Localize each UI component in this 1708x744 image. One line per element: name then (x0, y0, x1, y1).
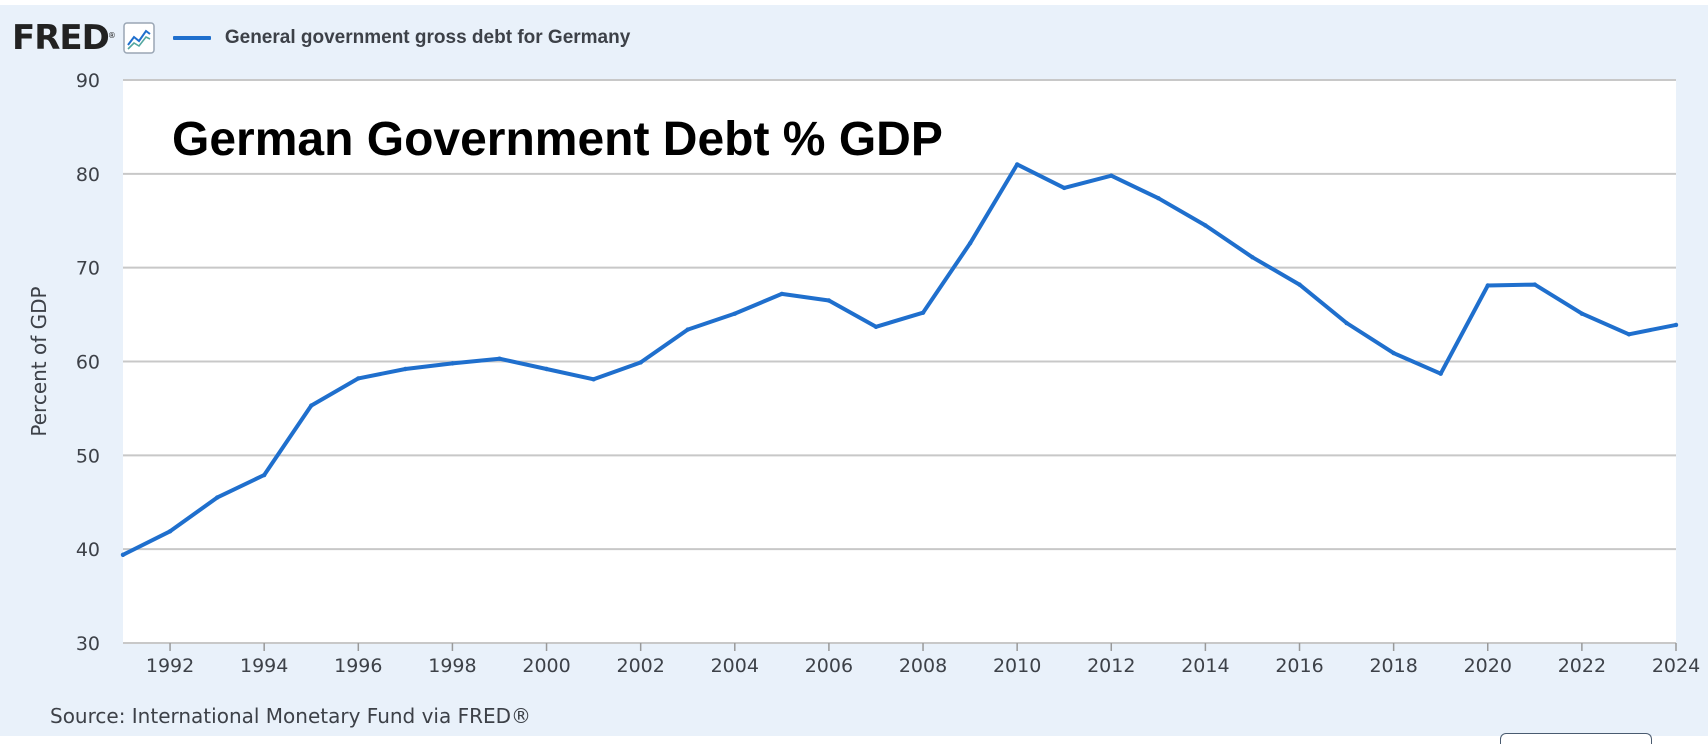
data-point-2016[interactable] (1297, 282, 1302, 287)
x-tick-1998: 1998 (428, 655, 476, 677)
data-point-1996[interactable] (356, 376, 361, 381)
data-point-2018[interactable] (1391, 350, 1396, 356)
fred-logo-text: FRED (12, 18, 110, 58)
data-point-1993[interactable] (214, 495, 220, 500)
data-point-2015[interactable] (1250, 255, 1255, 260)
x-tick-2006: 2006 (805, 655, 853, 677)
chart-header: FRED ® General government gross debt for … (12, 20, 630, 56)
x-tick-2004: 2004 (711, 655, 759, 677)
data-point-1992[interactable] (167, 529, 173, 534)
data-point-2007[interactable] (873, 324, 879, 329)
data-point-2008[interactable] (920, 310, 926, 315)
x-tick-2024: 2024 (1652, 655, 1700, 677)
data-point-2017[interactable] (1344, 320, 1349, 326)
data-point-2004[interactable] (732, 311, 737, 316)
data-point-1997[interactable] (403, 366, 408, 372)
y-tick-70: 70 (76, 258, 100, 280)
y-tick-50: 50 (76, 445, 100, 467)
trend-chart-icon[interactable] (123, 22, 155, 54)
data-point-1991[interactable] (120, 552, 126, 557)
series-line-0[interactable] (121, 162, 1678, 557)
x-tick-2014: 2014 (1181, 655, 1229, 677)
x-tick-1992: 1992 (146, 655, 194, 677)
data-point-2014[interactable] (1203, 223, 1208, 228)
data-point-2022[interactable] (1579, 311, 1585, 316)
y-tick-30: 30 (76, 633, 100, 655)
data-point-2009[interactable] (967, 241, 973, 246)
y-tick-60: 60 (76, 352, 100, 374)
chart-annotation: German Government Debt % GDP (172, 113, 943, 166)
x-tick-labels: 1992 1994 1996 1998 2000 2002 2004 2006 2008 2010… (146, 643, 1700, 677)
source-note: Source: International Monetary Fund via … (50, 704, 532, 728)
x-tick-2016: 2016 (1275, 655, 1323, 677)
data-point-2003[interactable] (685, 327, 690, 332)
data-point-1998[interactable] (450, 361, 455, 366)
registered-mark: ® (107, 31, 116, 40)
data-point-2024[interactable] (1673, 322, 1679, 328)
x-tick-2022: 2022 (1558, 655, 1606, 677)
legend-label[interactable]: General government gross debt for German… (224, 27, 631, 48)
x-tick-1994: 1994 (240, 655, 288, 677)
x-tick-2002: 2002 (616, 655, 664, 677)
data-point-2005[interactable] (779, 291, 785, 297)
y-tick-labels: 30 40 50 60 70 80 90 (76, 70, 100, 655)
x-tick-2020: 2020 (1464, 655, 1512, 677)
data-point-2013[interactable] (1156, 196, 1161, 201)
data-point-2023[interactable] (1626, 332, 1632, 337)
fred-logo[interactable]: FRED ® (12, 18, 116, 58)
data-point-2001[interactable] (591, 377, 596, 382)
data-point-2012[interactable] (1109, 173, 1114, 178)
x-tick-2008: 2008 (899, 655, 947, 677)
data-point-1995[interactable] (309, 403, 314, 408)
y-tick-90: 90 (76, 70, 100, 92)
series-layer (120, 162, 1679, 557)
corner-button[interactable] (1500, 733, 1652, 744)
data-point-1999[interactable] (497, 356, 502, 361)
data-point-1994[interactable] (261, 472, 267, 478)
x-tick-2018: 2018 (1369, 655, 1417, 677)
data-point-2019[interactable] (1438, 371, 1443, 376)
data-point-2021[interactable] (1532, 282, 1538, 287)
y-axis-label: Percent of GDP (27, 286, 51, 436)
data-point-2002[interactable] (638, 360, 643, 365)
data-point-2010[interactable] (1014, 162, 1020, 167)
data-point-2020[interactable] (1485, 283, 1490, 288)
data-point-2011[interactable] (1062, 185, 1067, 191)
x-tick-2010: 2010 (993, 655, 1041, 677)
legend-swatch (172, 36, 211, 40)
data-point-2006[interactable] (826, 298, 832, 303)
y-tick-80: 80 (76, 164, 100, 186)
y-tick-40: 40 (76, 539, 100, 561)
x-tick-2000: 2000 (522, 655, 570, 677)
x-tick-1996: 1996 (334, 655, 382, 677)
x-tick-2012: 2012 (1087, 655, 1135, 677)
data-point-2000[interactable] (544, 366, 549, 372)
